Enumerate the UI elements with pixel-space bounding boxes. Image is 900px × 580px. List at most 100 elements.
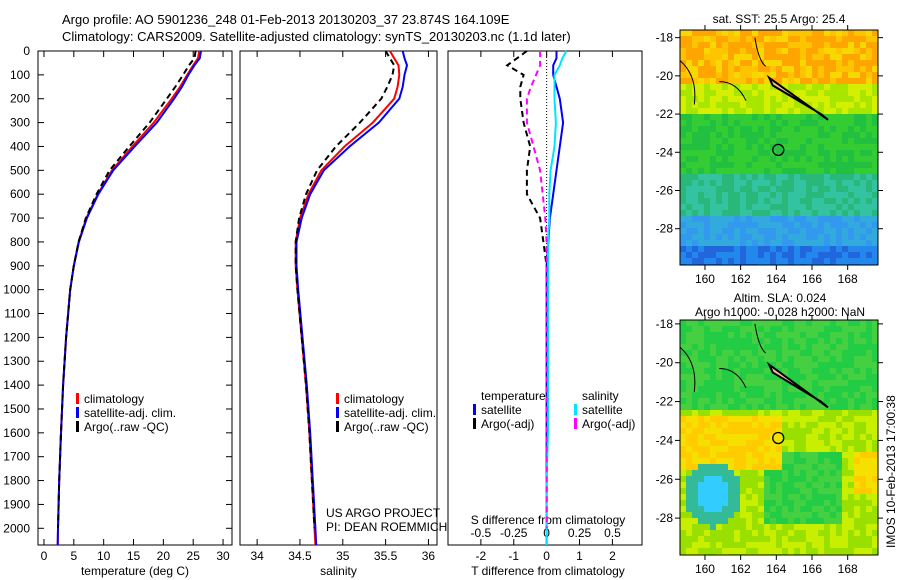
map-cell [740,186,746,192]
map-cell [824,180,830,186]
map-cell [692,222,698,228]
map-cell [704,386,710,392]
legend-swatch [76,393,79,404]
map-cell [866,338,872,344]
map-cell [824,362,830,368]
map-cell [746,192,752,198]
map-cell [746,150,752,156]
map-cell [710,446,716,452]
map-cell [728,36,734,42]
map-cell [872,536,878,542]
map-cell [812,126,818,132]
map-cell [752,150,758,156]
map-cell [686,258,692,264]
map-cell [722,368,728,374]
map-cell [752,452,758,458]
map-cell [722,168,728,174]
map-cell [800,54,806,60]
map-cell [788,356,794,362]
map-cell [746,228,752,234]
map-cell [710,216,716,222]
map-cell [716,42,722,48]
map-cell [728,84,734,90]
map-cell [686,54,692,60]
map-cell [836,168,842,174]
map-cell [704,446,710,452]
map-cell [788,368,794,374]
map-cell [704,126,710,132]
map-cell [752,380,758,386]
map-cell [752,114,758,120]
legend-label: Argo(..raw -QC) [344,420,429,434]
map-cell [836,108,842,114]
map-cell [866,344,872,350]
map-cell [806,90,812,96]
map-cell [776,494,782,500]
map-cell [836,252,842,258]
map-cell [842,198,848,204]
map-cell [788,258,794,264]
map-cell [842,458,848,464]
map-cell [734,482,740,488]
map-cell [686,228,692,234]
map-cell [746,186,752,192]
map-cell [770,362,776,368]
map-cell [830,252,836,258]
map-cell [686,344,692,350]
map-cell [836,524,842,530]
map-cell [716,398,722,404]
map-cell [848,192,854,198]
map-cell [788,108,794,114]
map-cell [812,368,818,374]
map-cell [836,42,842,48]
map-cell [680,512,686,518]
map-cell [716,168,722,174]
map-cell [794,156,800,162]
map-cell [680,506,686,512]
map-cell [824,216,830,222]
map-cell [848,174,854,180]
map-cell [704,356,710,362]
map-cell [782,500,788,506]
map-cell [710,168,716,174]
map-cell [842,368,848,374]
map-cell [728,506,734,512]
x-tick-label: 35 [336,549,350,563]
map-cell [866,350,872,356]
map-cell [794,78,800,84]
map-cell [776,338,782,344]
legend-label: climatology [84,392,144,406]
map-cell [746,36,752,42]
map-cell [848,428,854,434]
map-cell [764,440,770,446]
map-cell [740,434,746,440]
map-cell [758,78,764,84]
map-cell [866,138,872,144]
map-cell [830,144,836,150]
map-cell [764,240,770,246]
map-cell [788,404,794,410]
map-cell [794,416,800,422]
map-cell [764,332,770,338]
map-cell [686,326,692,332]
map-cell [698,204,704,210]
map-cell [872,66,878,72]
map-cell [710,362,716,368]
map-cell [758,428,764,434]
map-cell [818,246,824,252]
map-cell [788,440,794,446]
map-cell [776,222,782,228]
map-cell [710,380,716,386]
map-cell [860,48,866,54]
map-cell [806,536,812,542]
map-cell [746,362,752,368]
map-cell [692,446,698,452]
map-cell [806,108,812,114]
map-cell [770,36,776,42]
map-cell [710,398,716,404]
map-cell [704,374,710,380]
map-cell [848,132,854,138]
map-cell [734,60,740,66]
map-cell [842,48,848,54]
